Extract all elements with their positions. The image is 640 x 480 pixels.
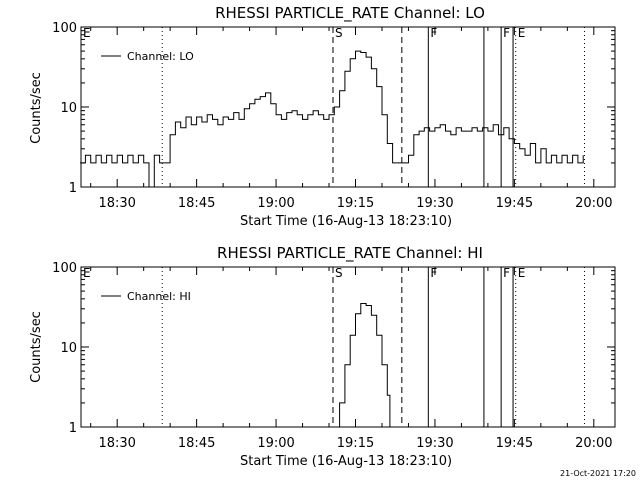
lo-channel-panel: RHESSI PARTICLE_RATE Channel: LO Counts/…: [29, 4, 616, 229]
hi-x-tick-label: 18:30: [98, 436, 135, 451]
lo-event-marker-label: F: [430, 26, 437, 40]
lo-y-tick-label: 1: [69, 181, 77, 196]
lo-x-tick-label: 19:30: [416, 196, 453, 211]
hi-x-tick-label: 20:00: [575, 436, 612, 451]
lo-event-marker-label: E: [518, 26, 526, 40]
hi-event-marker-label: F: [503, 266, 510, 280]
lo-event-marker-label: F: [503, 26, 510, 40]
hi-x-tick-label: 19:00: [257, 436, 294, 451]
lo-series-line: [80, 50, 584, 188]
date-stamp: 21-Oct-2021 17:20: [560, 469, 636, 478]
lo-x-tick-label: 19:00: [257, 196, 294, 211]
lo-y-tick-label: 100: [52, 21, 77, 36]
hi-series-line: [334, 303, 391, 428]
lo-x-tick-label: 18:45: [178, 196, 215, 211]
hi-x-tick-label: 19:45: [496, 436, 533, 451]
hi-x-tick-label: 19:30: [416, 436, 453, 451]
hi-event-marker-label: S: [335, 266, 343, 280]
lo-x-axis-label: Start Time (16-Aug-13 18:23:10): [240, 214, 452, 229]
lo-event-marker-label: E: [83, 26, 91, 40]
lo-x-tick-label: 19:15: [337, 196, 374, 211]
lo-event-marker-label: S: [335, 26, 343, 40]
lo-y-axis-label: Counts/sec: [29, 72, 44, 144]
lo-y-tick-label: 10: [60, 101, 77, 116]
lo-legend-label: Channel: LO: [127, 50, 194, 63]
lo-x-tick-label: 20:00: [575, 196, 612, 211]
hi-y-tick-label: 1: [69, 421, 77, 436]
hi-x-tick-label: 19:15: [337, 436, 374, 451]
hi-event-marker-label: E: [83, 266, 91, 280]
hi-legend-label: Channel: HI: [127, 290, 191, 303]
hi-y-tick-label: 10: [60, 341, 77, 356]
lo-chart-title: RHESSI PARTICLE_RATE Channel: LO: [215, 4, 485, 23]
hi-x-tick-label: 18:45: [178, 436, 215, 451]
hi-y-axis-label: Counts/sec: [29, 311, 44, 383]
lo-x-tick-label: 19:45: [496, 196, 533, 211]
lo-x-tick-label: 18:30: [98, 196, 135, 211]
hi-y-tick-label: 100: [52, 261, 77, 276]
hi-event-marker-label: E: [518, 266, 526, 280]
hi-x-axis-label: Start Time (16-Aug-13 18:23:10): [240, 454, 452, 469]
hi-channel-panel: RHESSI PARTICLE_RATE Channel: HI Counts/…: [29, 244, 616, 469]
hi-chart-title: RHESSI PARTICLE_RATE Channel: HI: [217, 244, 483, 263]
hi-event-marker-label: F: [430, 266, 437, 280]
